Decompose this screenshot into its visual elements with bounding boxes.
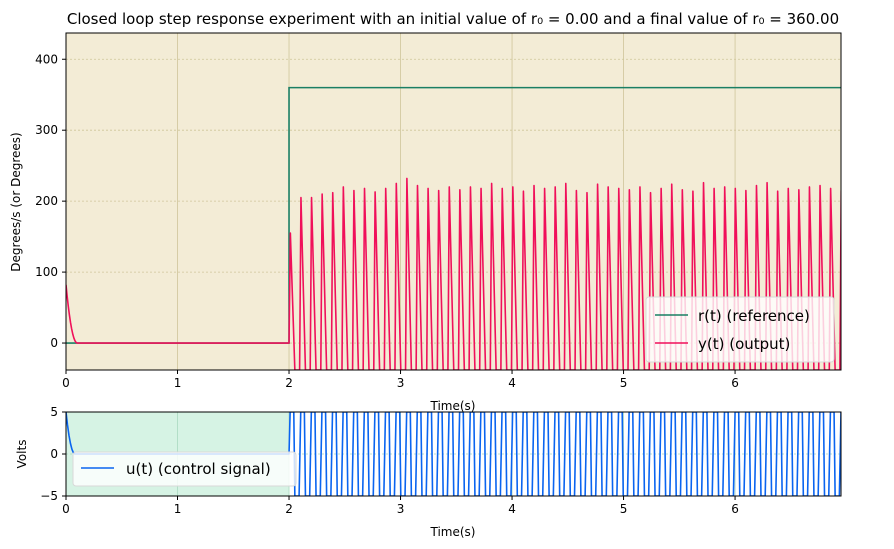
bottom-y-axis-label: Volts [15,440,29,469]
y-tick-label: 5 [50,405,58,419]
top-ticks: 0 1 2 3 4 5 6 0 100 200 300 400 [35,52,739,390]
top-x-axis-label: Time(s) [430,399,476,413]
x-tick-label: 4 [508,376,516,390]
top-legend-box [645,296,835,363]
legend-output-label: y(t) (output) [698,335,790,353]
bottom-legend-box [72,451,297,487]
y-tick-label: 0 [50,447,58,461]
x-tick-label: 6 [731,502,739,516]
legend-reference-label: r(t) (reference) [698,307,810,325]
bottom-series-group [66,412,841,496]
top-legend: r(t) (reference) y(t) (output) [645,296,835,363]
x-tick-label: 1 [174,502,182,516]
x-tick-label: 2 [285,376,293,390]
x-tick-label: 0 [62,502,70,516]
x-tick-label: 5 [620,376,628,390]
y-tick-label: −5 [40,489,58,503]
x-tick-label: 2 [285,502,293,516]
x-tick-label: 5 [620,502,628,516]
top-y-axis-label: Degrees/s (or Degrees) [9,132,23,271]
x-tick-label: 3 [397,376,405,390]
y-tick-label: 300 [35,123,58,137]
control-series-line [66,412,841,496]
x-tick-label: 1 [174,376,182,390]
bottom-ticks: 0 1 2 3 4 5 6 −5 0 5 [40,405,739,516]
x-tick-label: 4 [508,502,516,516]
y-tick-label: 100 [35,265,58,279]
chart-title: Closed loop step response experiment wit… [67,10,839,28]
y-tick-label: 0 [50,336,58,350]
x-tick-label: 3 [397,502,405,516]
bottom-legend: u(t) (control signal) [72,451,297,487]
legend-control-label: u(t) (control signal) [126,460,271,478]
bottom-x-axis-label: Time(s) [430,525,476,539]
x-tick-label: 6 [731,376,739,390]
y-tick-label: 400 [35,52,58,66]
x-tick-label: 0 [62,376,70,390]
y-tick-label: 200 [35,194,58,208]
